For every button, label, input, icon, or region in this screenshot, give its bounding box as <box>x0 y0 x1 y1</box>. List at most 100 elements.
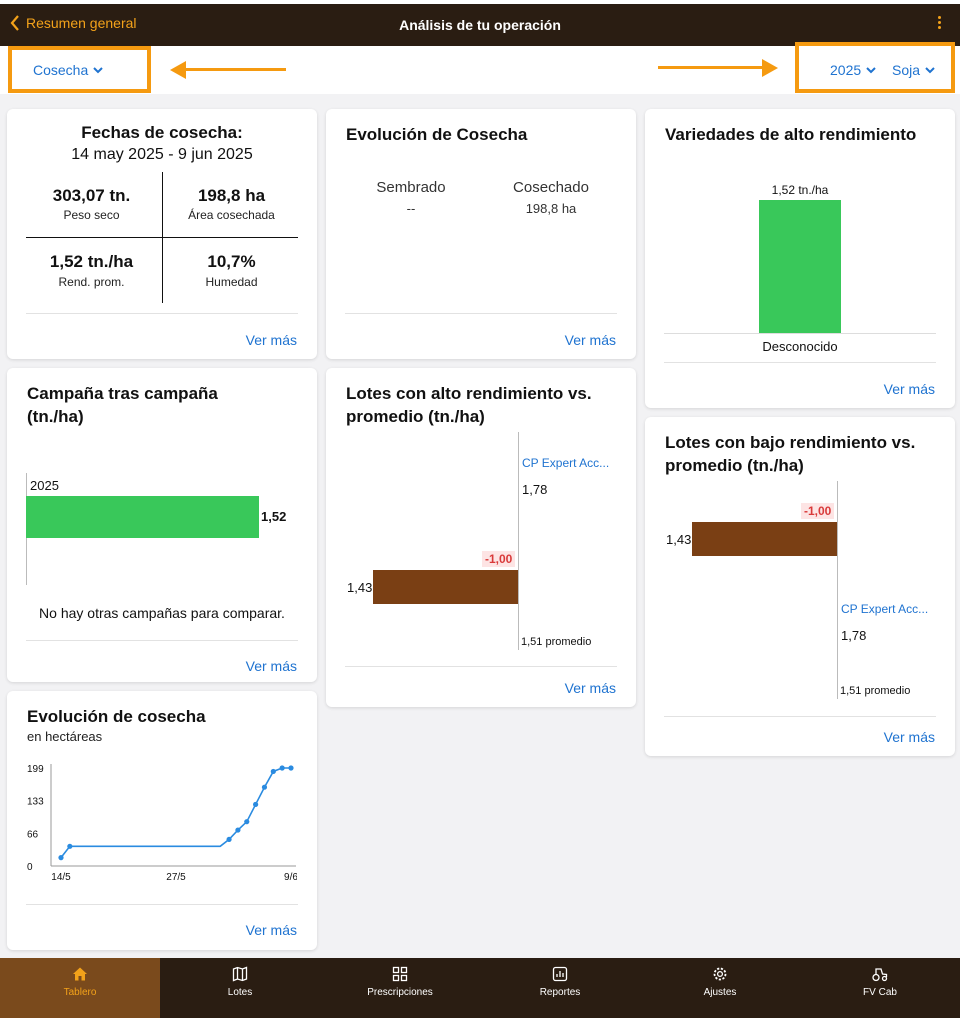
data-point <box>288 765 294 771</box>
tractor-icon <box>872 968 888 982</box>
back-label: Resumen general <box>26 15 137 31</box>
ver-mas-link[interactable]: Ver más <box>245 658 297 674</box>
nav-lotes[interactable]: Lotes <box>160 958 320 1018</box>
nav-prescripciones[interactable]: Prescripciones <box>320 958 480 1018</box>
nav-label: Lotes <box>227 987 253 998</box>
nav-label: Tablero <box>63 987 97 998</box>
map-icon <box>232 966 248 982</box>
stat-value: 198,8 ha <box>197 186 266 205</box>
stat-label: Humedad <box>205 275 258 289</box>
ver-mas-link[interactable]: Ver más <box>245 922 297 938</box>
data-point <box>261 784 268 790</box>
sembrado-value: -- <box>406 201 416 216</box>
chevron-down-icon <box>866 66 876 73</box>
stat-label: Peso seco <box>63 208 120 222</box>
card-title: Lotes con bajo rendimiento vs. promedio … <box>665 433 916 475</box>
lote-bar <box>373 570 518 604</box>
crop-value: Soja <box>892 62 921 78</box>
data-point <box>253 801 259 808</box>
home-icon <box>73 967 87 981</box>
activity-value: Cosecha <box>33 62 89 78</box>
x-tick-label: 9/6 <box>284 872 297 883</box>
sembrado-label: Sembrado <box>376 179 446 196</box>
data-point <box>235 827 241 833</box>
card-divider <box>26 640 298 641</box>
more-options-icon[interactable] <box>936 16 942 34</box>
y-tick-label: 66 <box>27 829 39 840</box>
nav-label: Ajustes <box>703 987 737 998</box>
nav-tablero[interactable]: Tablero <box>0 958 160 1018</box>
arrow-right-icon <box>762 59 778 77</box>
harvest-date-range: 14 may 2025 - 9 jun 2025 <box>71 146 253 163</box>
data-point <box>244 819 250 825</box>
chevron-down-icon <box>93 66 103 73</box>
year-dropdown[interactable]: 2025 <box>830 62 876 78</box>
harvest-dates-title: Fechas de cosecha: <box>81 123 243 142</box>
ver-mas-link[interactable]: Ver más <box>883 729 935 745</box>
lote-value: 1,78 <box>841 628 867 643</box>
cosechado-value: 198,8 ha <box>525 201 577 216</box>
gear-icon <box>713 967 727 981</box>
y-tick-label: 133 <box>27 797 44 808</box>
filter-bar: Cosecha 2025 Soja <box>0 42 960 94</box>
chart-baseline <box>664 333 936 334</box>
variety-bar <box>759 200 841 333</box>
nav-ajustes[interactable]: Ajustes <box>640 958 800 1018</box>
x-tick-label: 27/5 <box>166 872 186 883</box>
stat-value: 10,7% <box>207 252 256 271</box>
cosechado-label: Cosechado <box>513 179 589 196</box>
stat-value: 303,07 tn. <box>52 186 131 205</box>
nav-label: Prescripciones <box>367 987 433 998</box>
lote-value: 1,78 <box>522 482 548 497</box>
card-divider <box>26 313 298 314</box>
high-yield-varieties-card: Variedades de alto rendimiento 1,52 tn./… <box>645 109 955 408</box>
campaign-bar <box>26 496 259 538</box>
bar-value-label: 1,43 <box>666 532 692 547</box>
card-divider <box>664 716 936 717</box>
nav-label: FV Cab <box>863 987 897 998</box>
series-line <box>60 767 291 859</box>
back-button[interactable]: Resumen general <box>10 15 137 31</box>
year-crop-highlight <box>795 42 955 93</box>
harvest-hectares-card: Evolución de cosecha en hectáreas 199 133… <box>7 691 317 950</box>
crop-dropdown[interactable]: Soja <box>892 62 935 78</box>
ver-mas-link[interactable]: Ver más <box>564 332 616 348</box>
campaign-card: Campaña tras campaña (tn./ha) 2025 1,52 … <box>7 368 317 682</box>
harvest-evolution-card: Evolución de Cosecha Sembrado -- Cosecha… <box>326 109 636 359</box>
year-value: 2025 <box>830 62 862 78</box>
bar-value-label: 1,43 <box>347 580 373 595</box>
nav-label: Reportes <box>539 987 581 998</box>
x-tick-label: 14/5 <box>51 872 71 883</box>
nav-reportes[interactable]: Reportes <box>480 958 640 1018</box>
harvest-dates-card: Fechas de cosecha: 14 may 2025 - 9 jun 2… <box>7 109 317 359</box>
card-title: Lotes con alto rendimiento vs. promedio … <box>346 384 592 426</box>
ver-mas-link[interactable]: Ver más <box>564 680 616 696</box>
data-point <box>58 855 64 861</box>
ver-mas-link[interactable]: Ver más <box>245 332 297 348</box>
category-label: Desconocido <box>762 339 838 354</box>
card-divider <box>26 904 298 905</box>
chevron-down-icon <box>925 66 935 73</box>
grid-icon <box>392 966 408 982</box>
arrow-left-shaft <box>184 68 286 71</box>
high-yield-lots-card: Lotes con alto rendimiento vs. promedio … <box>326 368 636 707</box>
activity-dropdown[interactable]: Cosecha <box>33 62 103 78</box>
nav-fv-cab[interactable]: FV Cab <box>800 958 960 1018</box>
lote-name-link[interactable]: CP Expert Acc... <box>841 602 929 616</box>
card-subtitle: en hectáreas <box>27 729 103 744</box>
bottom-nav: Tablero Lotes Prescripciones Reportes Aj… <box>0 958 960 1018</box>
data-point <box>279 765 285 771</box>
data-point <box>226 836 232 843</box>
ver-mas-link[interactable]: Ver más <box>883 381 935 397</box>
card-title: Variedades de alto rendimiento <box>665 125 917 144</box>
diff-badge: -1,00 <box>482 551 516 567</box>
bar-value-label: 1,52 tn./ha <box>771 183 829 197</box>
low-yield-lots-card: Lotes con bajo rendimiento vs. promedio … <box>645 417 955 756</box>
arrow-right-shaft <box>658 66 764 69</box>
stat-value: 1,52 tn./ha <box>49 252 134 271</box>
y-tick-label: 0 <box>27 862 33 873</box>
lote-name-link[interactable]: CP Expert Acc... <box>522 456 610 470</box>
data-point <box>67 843 73 849</box>
report-icon <box>552 966 568 982</box>
arrow-left-icon <box>170 61 186 79</box>
